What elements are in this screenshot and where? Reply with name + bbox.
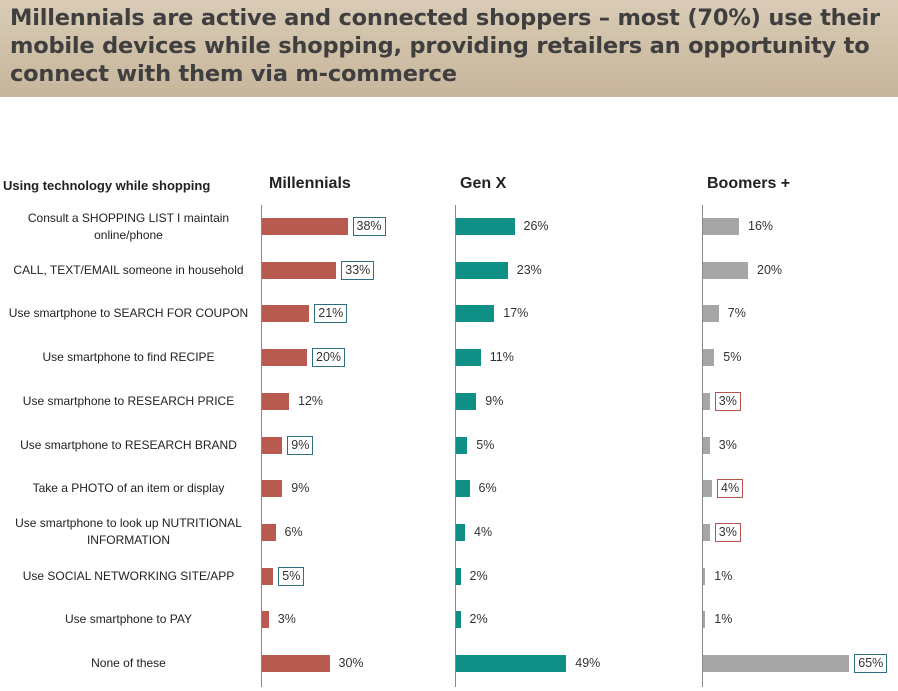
value-label-millennials: 30% bbox=[338, 656, 364, 670]
bar-millennials bbox=[262, 392, 289, 410]
bar-boomers bbox=[703, 261, 748, 279]
category-label: Use smartphone to SEARCH FOR COUPON bbox=[8, 306, 249, 321]
series-title-millennials: Millennials bbox=[269, 175, 351, 192]
value-label-boomers: 1% bbox=[714, 568, 733, 583]
bar-millennials bbox=[262, 655, 330, 672]
value-label-boomers: 7% bbox=[727, 306, 746, 321]
category-label: Use smartphone to look up NUTRITIONAL IN… bbox=[15, 516, 242, 548]
bar-boomers bbox=[703, 218, 739, 235]
bar-millennials bbox=[262, 261, 337, 279]
value-label-gen-x: 11% bbox=[489, 350, 514, 365]
category-label: Use smartphone to find RECIPE bbox=[42, 350, 215, 365]
axis-line-millennials bbox=[261, 205, 262, 687]
bar-gen-x bbox=[456, 218, 515, 235]
value-label-gen-x: 49% bbox=[575, 656, 601, 670]
bar-millennials bbox=[262, 218, 348, 235]
value-label-gen-x: 2% bbox=[469, 568, 488, 583]
value-label-boomers: 20% bbox=[757, 262, 783, 277]
value-label-millennials: 38% bbox=[352, 217, 386, 236]
bar-boomers bbox=[703, 436, 710, 454]
value-label-boomers: 4% bbox=[717, 479, 744, 499]
bar-millennials bbox=[262, 436, 283, 454]
page-title: Millennials are active and connected sho… bbox=[10, 5, 880, 87]
value-label-boomers: 3% bbox=[714, 522, 741, 542]
axis-line-boomers bbox=[702, 205, 703, 687]
value-label-millennials: 6% bbox=[284, 524, 303, 539]
bar-gen-x bbox=[456, 567, 461, 585]
value-label-boomers: 3% bbox=[714, 391, 741, 411]
value-label-millennials: 5% bbox=[278, 566, 305, 586]
bar-millennials bbox=[262, 349, 307, 367]
category-label: Take a PHOTO of an item or display bbox=[32, 481, 225, 496]
bar-boomers bbox=[703, 305, 719, 323]
category-label: Use smartphone to RESEARCH PRICE bbox=[22, 393, 235, 408]
value-label-gen-x: 23% bbox=[516, 262, 542, 277]
category-label: Use smartphone to PAY bbox=[65, 612, 192, 627]
bar-boomers bbox=[703, 655, 850, 672]
value-label-gen-x: 26% bbox=[523, 219, 549, 233]
axis-line-gen-x bbox=[455, 205, 456, 687]
bar-millennials bbox=[262, 305, 310, 323]
value-label-millennials: 12% bbox=[298, 393, 324, 408]
bar-boomers bbox=[703, 349, 715, 367]
value-label-boomers: 5% bbox=[723, 350, 742, 365]
bar-millennials bbox=[262, 611, 269, 629]
value-label-millennials: 9% bbox=[291, 481, 310, 496]
bar-gen-x bbox=[456, 655, 567, 672]
bar-gen-x bbox=[456, 392, 477, 410]
value-label-boomers: 16% bbox=[748, 219, 774, 233]
row-header: Using technology while shopping bbox=[3, 178, 211, 193]
category-label: None of these bbox=[91, 656, 166, 670]
series-title-boomers: Boomers + bbox=[707, 175, 791, 192]
bar-gen-x bbox=[456, 349, 481, 367]
bar-boomers bbox=[703, 392, 710, 410]
value-label-millennials: 33% bbox=[341, 260, 375, 280]
bar-boomers bbox=[703, 523, 710, 541]
bar-millennials bbox=[262, 480, 283, 498]
bar-boomers bbox=[703, 480, 712, 498]
bar-gen-x bbox=[456, 261, 508, 279]
value-label-gen-x: 2% bbox=[469, 612, 488, 627]
bar-boomers bbox=[703, 567, 706, 585]
value-label-boomers: 1% bbox=[714, 612, 733, 627]
value-label-gen-x: 5% bbox=[476, 437, 495, 452]
value-label-boomers: 65% bbox=[854, 654, 888, 673]
title-banner: Millennials are active and connected sho… bbox=[0, 0, 898, 97]
category-label: Consult a SHOPPING LIST I maintain onlin… bbox=[27, 210, 230, 242]
value-label-millennials: 9% bbox=[287, 435, 314, 455]
bar-gen-x bbox=[456, 436, 468, 454]
value-label-gen-x: 17% bbox=[503, 306, 529, 321]
category-label: Use smartphone to RESEARCH BRAND bbox=[20, 437, 237, 452]
bar-gen-x bbox=[456, 305, 495, 323]
value-label-millennials: 21% bbox=[314, 304, 348, 324]
bar-millennials bbox=[262, 523, 276, 541]
value-label-boomers: 3% bbox=[718, 437, 737, 452]
bar-gen-x bbox=[456, 523, 465, 541]
value-label-millennials: 20% bbox=[312, 348, 346, 368]
value-label-gen-x: 9% bbox=[485, 393, 504, 408]
category-label: Use SOCIAL NETWORKING SITE/APP bbox=[22, 568, 235, 583]
category-label: CALL, TEXT/EMAIL someone in household bbox=[13, 262, 244, 277]
bar-gen-x bbox=[456, 480, 470, 498]
value-label-millennials: 3% bbox=[277, 612, 296, 627]
bar-gen-x bbox=[456, 611, 461, 629]
series-title-gen-x: Gen X bbox=[460, 175, 507, 192]
bar-millennials bbox=[262, 567, 274, 585]
bar-boomers bbox=[703, 611, 706, 629]
value-label-gen-x: 6% bbox=[478, 481, 497, 496]
value-label-gen-x: 4% bbox=[474, 524, 493, 539]
